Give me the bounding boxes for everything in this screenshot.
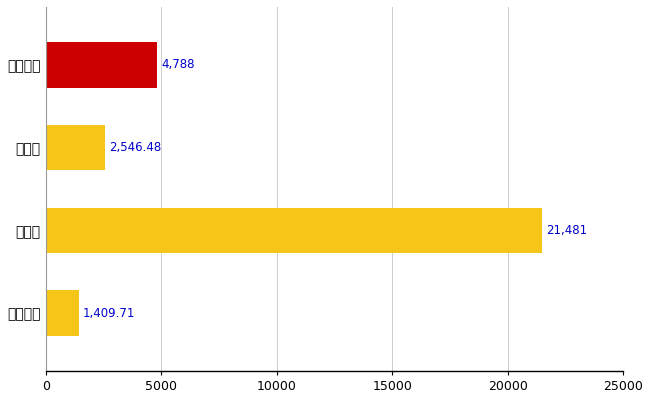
Text: 4,788: 4,788: [161, 58, 194, 71]
Bar: [46, 42, 157, 88]
Text: 1,409.71: 1,409.71: [83, 307, 136, 320]
Bar: [46, 290, 79, 336]
Bar: [46, 125, 105, 170]
Text: 21,481: 21,481: [547, 224, 588, 237]
Bar: [46, 208, 542, 253]
Text: 2,546.48: 2,546.48: [109, 141, 162, 154]
